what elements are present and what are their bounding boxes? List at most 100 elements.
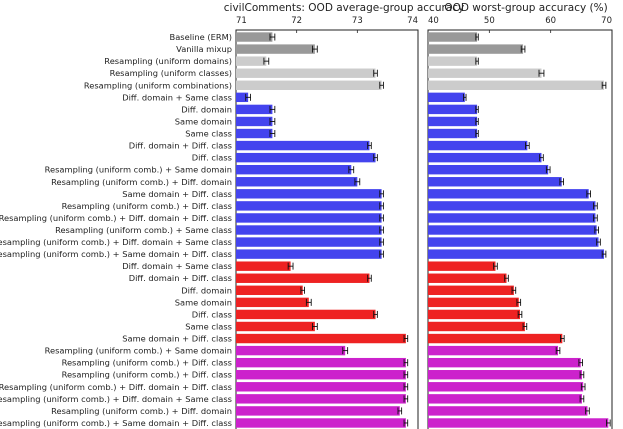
bar bbox=[236, 152, 376, 163]
category-label: Same domain bbox=[175, 116, 232, 126]
error-bar bbox=[493, 262, 498, 270]
bar bbox=[236, 80, 382, 90]
bar bbox=[428, 68, 542, 78]
bar bbox=[236, 225, 382, 235]
bar bbox=[236, 213, 382, 223]
error-bar bbox=[601, 250, 607, 258]
error-bar bbox=[379, 250, 384, 258]
bar bbox=[236, 333, 406, 344]
error-bar bbox=[245, 93, 252, 101]
error-bar bbox=[373, 154, 378, 162]
category-label: Resampling (uniform classes) bbox=[110, 68, 232, 78]
error-bar bbox=[475, 33, 479, 41]
error-bar bbox=[579, 371, 585, 379]
error-bar bbox=[606, 419, 611, 427]
category-label: Resampling (uniform comb.) + Same domain bbox=[45, 165, 232, 175]
bar bbox=[428, 164, 549, 175]
error-bar bbox=[601, 81, 607, 89]
error-bar bbox=[560, 335, 565, 343]
error-bar bbox=[379, 81, 384, 89]
x-tick-label: 60 bbox=[545, 16, 556, 26]
error-bar bbox=[403, 335, 409, 343]
error-bar bbox=[579, 395, 585, 403]
category-label: Resampling (uniform domains) bbox=[104, 56, 232, 66]
error-bar bbox=[367, 274, 372, 282]
x-tick-label: 71 bbox=[236, 16, 247, 26]
category-label: Diff. domain bbox=[181, 285, 232, 295]
x-tick-label: 40 bbox=[428, 16, 439, 26]
error-bar bbox=[578, 359, 584, 367]
error-bar bbox=[511, 286, 517, 294]
bar bbox=[428, 297, 519, 308]
bar bbox=[236, 92, 249, 103]
x-tick-label: 70 bbox=[601, 16, 612, 26]
bar bbox=[236, 285, 303, 296]
error-bar bbox=[517, 310, 523, 318]
category-label: Diff. domain + Same class bbox=[122, 261, 232, 271]
error-bar bbox=[373, 310, 378, 318]
error-bar bbox=[379, 238, 384, 246]
error-bar bbox=[269, 33, 276, 41]
category-label: Resampling (uniform comb.) + Diff. domai… bbox=[0, 237, 232, 247]
bar bbox=[236, 201, 382, 211]
bar bbox=[428, 44, 524, 54]
category-label: Vanilla mixup bbox=[176, 44, 232, 54]
bar bbox=[428, 370, 582, 380]
panel-title-worst: OOD worst-group accuracy (%) bbox=[444, 2, 607, 14]
error-bar bbox=[263, 57, 270, 65]
category-label: Resampling (uniform combinations) bbox=[84, 80, 232, 90]
bar bbox=[428, 177, 562, 187]
bar bbox=[428, 357, 581, 368]
bar bbox=[428, 261, 496, 271]
bar bbox=[236, 56, 267, 66]
bar bbox=[428, 128, 478, 139]
bar bbox=[428, 80, 605, 90]
bar bbox=[236, 68, 376, 78]
error-bar bbox=[354, 178, 361, 186]
error-bar bbox=[403, 383, 409, 391]
bar bbox=[428, 32, 478, 42]
bar bbox=[428, 273, 507, 283]
category-label: Resampling (uniform comb.) + Diff. domai… bbox=[0, 394, 232, 404]
bar bbox=[236, 345, 346, 356]
error-bar bbox=[379, 226, 384, 234]
bar bbox=[236, 382, 406, 392]
error-bar bbox=[516, 298, 522, 306]
bar bbox=[428, 152, 542, 163]
category-label: Resampling (uniform comb.) + Same class bbox=[55, 225, 232, 235]
bar bbox=[236, 309, 376, 320]
category-label: Diff. domain + Diff. class bbox=[129, 273, 232, 283]
bar bbox=[236, 140, 370, 151]
bar bbox=[236, 189, 382, 199]
category-label: Diff. domain bbox=[181, 104, 232, 114]
bar bbox=[428, 333, 563, 344]
bar bbox=[428, 56, 478, 66]
category-label: Diff. domain + Diff. class bbox=[129, 141, 232, 151]
category-label: Resampling (uniform comb.) + Same domain… bbox=[0, 418, 232, 428]
category-label: Diff. class bbox=[192, 153, 232, 163]
x-tick-label: 72 bbox=[291, 16, 302, 26]
bar bbox=[236, 164, 352, 175]
error-bar bbox=[403, 371, 409, 379]
error-bar bbox=[504, 274, 509, 282]
error-bar bbox=[403, 359, 409, 367]
bar bbox=[428, 140, 528, 151]
error-bar bbox=[269, 130, 276, 138]
bar bbox=[428, 237, 599, 247]
bar bbox=[236, 418, 406, 428]
error-bar bbox=[555, 347, 561, 355]
x-tick-label: 74 bbox=[407, 16, 418, 26]
bar bbox=[428, 104, 478, 115]
bar bbox=[236, 237, 382, 247]
error-bar bbox=[403, 419, 409, 427]
bar bbox=[236, 321, 315, 332]
category-label: Baseline (ERM) bbox=[170, 32, 232, 42]
category-label: Same domain + Diff. class bbox=[122, 189, 232, 199]
error-bar bbox=[593, 214, 598, 222]
category-label: Resampling (uniform comb.) + Same domain bbox=[45, 346, 232, 356]
bar bbox=[428, 249, 605, 259]
error-bar bbox=[586, 190, 591, 198]
error-bar bbox=[300, 286, 305, 294]
error-bar bbox=[522, 322, 528, 330]
